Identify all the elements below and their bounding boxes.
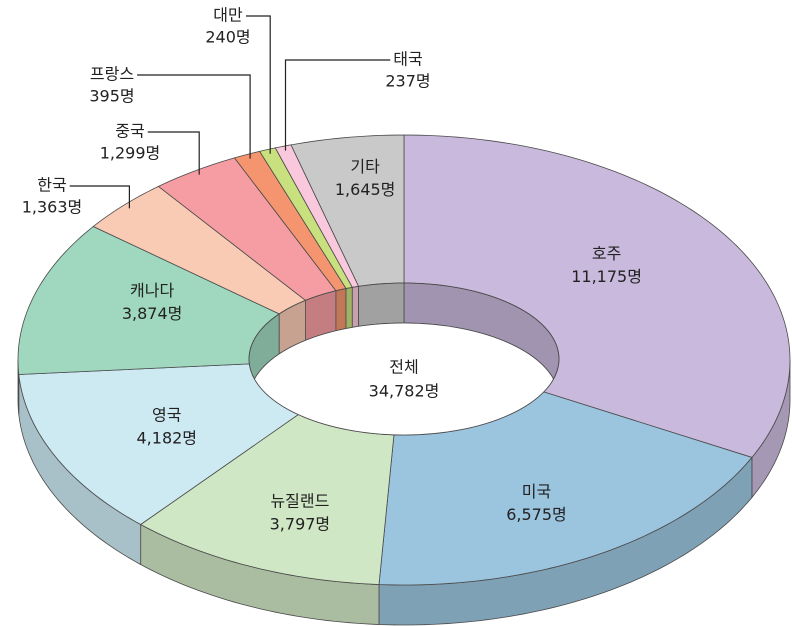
- value-label: 1,299명: [100, 144, 161, 163]
- inner-wall: [351, 285, 360, 328]
- value-label: 395명: [89, 87, 134, 106]
- slice-label: 대만: [213, 6, 243, 25]
- hole-opening: [249, 322, 559, 435]
- slice-label: 미국: [522, 482, 551, 501]
- slice-label: 중국: [115, 122, 144, 141]
- slice-label: 한국: [37, 176, 66, 195]
- slice-label: 캐나다: [130, 281, 174, 300]
- slice-label: 프랑스: [90, 65, 134, 84]
- value-label: 237명: [385, 72, 430, 91]
- value-label: 3,874명: [122, 304, 183, 323]
- leader-line: [245, 15, 271, 154]
- center-title: 전체: [389, 358, 418, 377]
- slice-label: 태국: [393, 50, 422, 69]
- slice-label: 영국: [152, 406, 181, 425]
- slice-label: 호주: [592, 244, 621, 263]
- leader-line: [137, 74, 251, 159]
- hole-rim: [248, 282, 560, 436]
- outer-walls: [17, 359, 791, 626]
- leader-line: [284, 59, 391, 151]
- value-label: 4,182명: [137, 429, 198, 448]
- leader-line: [147, 131, 200, 175]
- inner-wall: [358, 283, 405, 327]
- inner-wall: [335, 288, 347, 332]
- slice-label: 기타: [350, 157, 380, 176]
- value-label: 11,175명: [571, 267, 642, 286]
- slice-label: 뉴질랜드: [270, 492, 329, 511]
- slices: [17, 134, 791, 586]
- center-total: 34,782명: [369, 382, 440, 401]
- value-label: 1,363명: [22, 198, 83, 217]
- leader-line: [69, 185, 130, 209]
- value-label: 3,797명: [270, 515, 331, 534]
- inner-wall: [345, 286, 353, 330]
- value-label: 1,645명: [335, 180, 396, 199]
- value-label: 240명: [205, 28, 250, 47]
- value-label: 6,575명: [506, 505, 567, 524]
